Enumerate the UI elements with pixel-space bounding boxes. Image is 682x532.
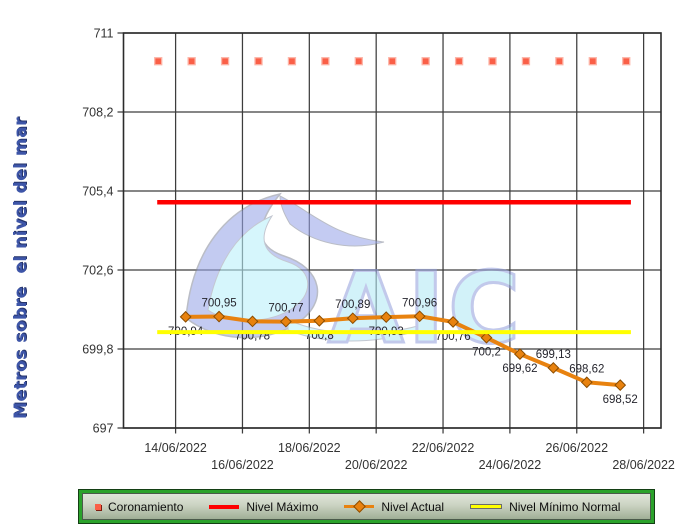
logo-swoosh-front	[207, 214, 309, 321]
nivel-actual-line-icon	[344, 500, 375, 513]
svg-text:711: 711	[94, 27, 114, 41]
svg-text:702,6: 702,6	[82, 264, 113, 278]
svg-text:700,2: 700,2	[472, 347, 501, 359]
svg-text:16/06/2022: 16/06/2022	[211, 458, 274, 472]
legend-item-coronamiento: Coronamiento	[95, 500, 183, 514]
legend-label-coronamiento: Coronamiento	[108, 499, 184, 514]
legend-item-nivel-minimo: Nivel Mínimo Normal	[470, 500, 620, 514]
svg-text:14/06/2022: 14/06/2022	[144, 441, 207, 455]
aic-logo-watermark: AIC	[185, 192, 522, 352]
nivel-actual-diamond-icon	[353, 500, 367, 513]
logo-swoosh-streak	[279, 195, 385, 247]
svg-text:699,13: 699,13	[536, 349, 571, 361]
svg-text:700,95: 700,95	[201, 298, 236, 310]
legend-label-nivel-minimo: Nivel Mínimo Normal	[509, 499, 621, 514]
legend-item-nivel-maximo: Nivel Máximo	[209, 500, 318, 514]
svg-text:22/06/2022: 22/06/2022	[412, 441, 475, 455]
svg-text:708,2: 708,2	[82, 106, 113, 120]
legend: Coronamiento Nivel Máximo Nivel Actual N…	[78, 489, 655, 524]
svg-text:699,8: 699,8	[82, 343, 113, 357]
svg-text:699,62: 699,62	[502, 363, 537, 375]
svg-text:26/06/2022: 26/06/2022	[545, 441, 608, 455]
svg-text:28/06/2022: 28/06/2022	[612, 458, 675, 472]
coronamiento-marker-icon	[95, 503, 101, 510]
logo-letters: AIC	[328, 252, 522, 352]
svg-text:705,4: 705,4	[82, 185, 113, 199]
svg-text:698,52: 698,52	[603, 394, 638, 406]
svg-text:20/06/2022: 20/06/2022	[345, 458, 408, 472]
nivel-maximo-line-icon	[209, 504, 240, 509]
svg-text:698,62: 698,62	[569, 363, 604, 375]
nivel-minimo-line-icon	[470, 504, 503, 509]
legend-item-nivel-actual: Nivel Actual	[344, 500, 444, 514]
svg-text:18/06/2022: 18/06/2022	[278, 441, 341, 455]
svg-text:700,77: 700,77	[268, 303, 303, 315]
svg-text:24/06/2022: 24/06/2022	[479, 458, 542, 472]
svg-text:700,89: 700,89	[335, 299, 370, 311]
svg-text:700,96: 700,96	[402, 297, 437, 309]
legend-label-nivel-actual: Nivel Actual	[381, 499, 445, 514]
legend-label-nivel-maximo: Nivel Máximo	[246, 499, 319, 514]
svg-text:697: 697	[93, 422, 114, 436]
